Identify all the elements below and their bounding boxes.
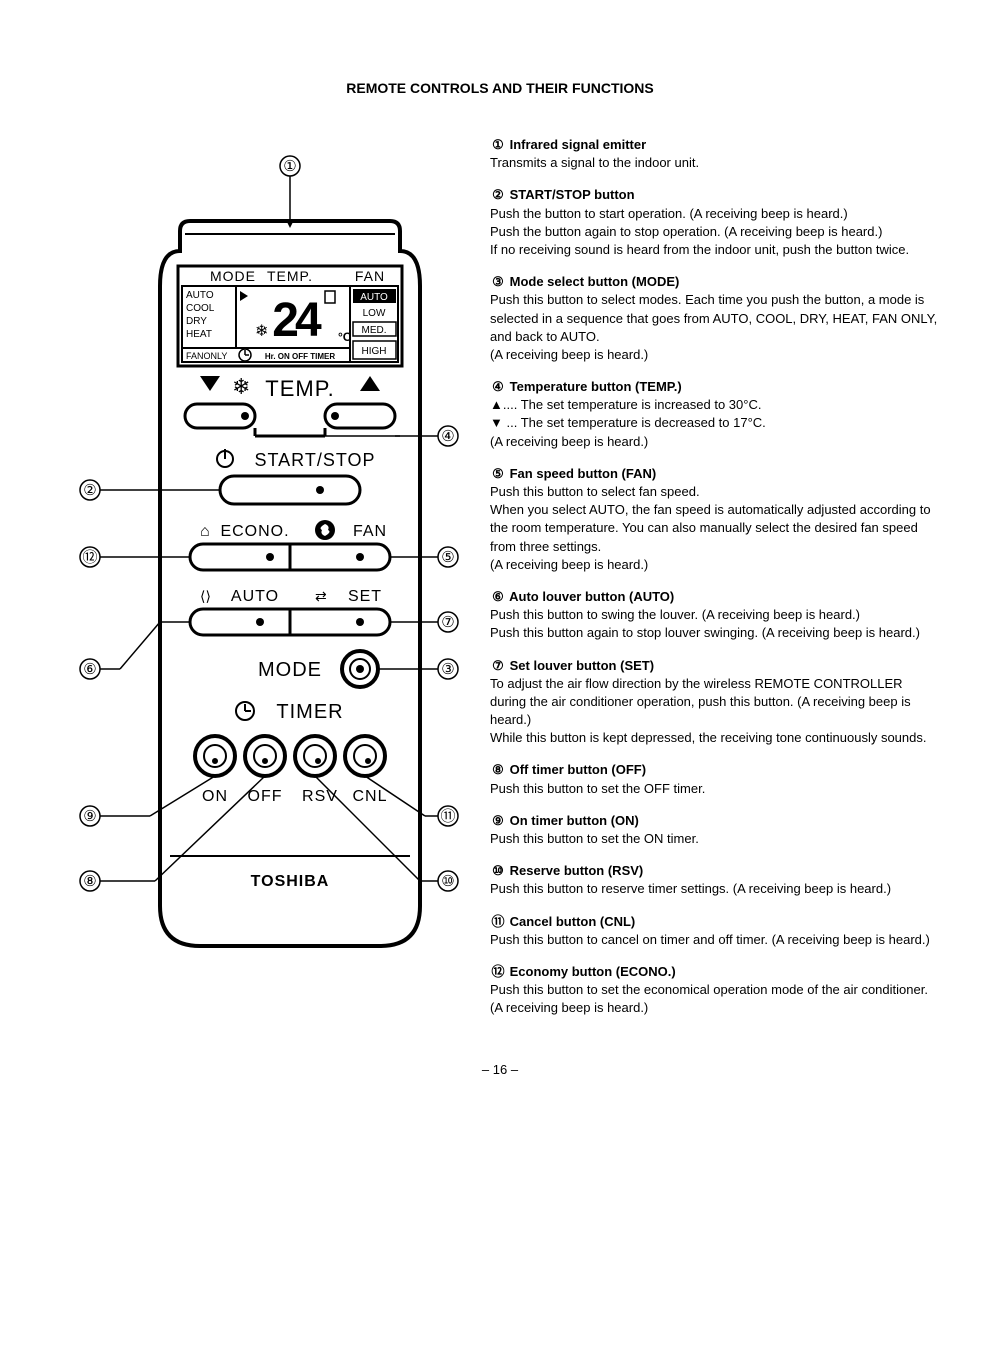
svg-text:⟨⟩: ⟨⟩ bbox=[200, 588, 211, 604]
lcd-temp-header: TEMP. bbox=[267, 268, 313, 284]
auto-label: AUTO bbox=[231, 588, 279, 605]
timer-cnl-button bbox=[345, 736, 385, 776]
timer-on-button bbox=[195, 736, 235, 776]
callout-4: ④ bbox=[441, 428, 454, 445]
temp-label: TEMP. bbox=[265, 376, 334, 401]
lcd-mode-cool: COOL bbox=[186, 303, 215, 314]
item-title: ③ Mode select button (MODE) bbox=[490, 273, 940, 291]
callout-3: ③ bbox=[441, 661, 454, 678]
lcd-mode-heat: HEAT bbox=[186, 329, 212, 340]
item-body: Push this button to select fan speed. Wh… bbox=[490, 483, 940, 574]
off-label: OFF bbox=[248, 788, 283, 805]
item-body: Push this button to set the ON timer. bbox=[490, 830, 940, 848]
lcd-mode-auto: AUTO bbox=[186, 290, 214, 301]
item-title: ⑤ Fan speed button (FAN) bbox=[490, 465, 940, 483]
lcd-mode-fanonly: FANONLY bbox=[186, 351, 227, 361]
callout-9: ⑨ bbox=[83, 808, 96, 825]
lcd-temp-unit: °C bbox=[338, 330, 352, 344]
page-title: REMOTE CONTROLS AND THEIR FUNCTIONS bbox=[60, 80, 940, 96]
description-item: ④ Temperature button (TEMP.)▲.... The se… bbox=[490, 378, 940, 451]
callout-1: ① bbox=[283, 158, 296, 175]
lcd-mode-header: MODE bbox=[210, 268, 256, 284]
econo-label: ECONO. bbox=[220, 523, 289, 540]
description-item: ③ Mode select button (MODE)Push this but… bbox=[490, 273, 940, 364]
description-item: ⑤ Fan speed button (FAN)Push this button… bbox=[490, 465, 940, 574]
description-item: ① Infrared signal emitterTransmits a sig… bbox=[490, 136, 940, 172]
description-item: ⑫ Economy button (ECONO.)Push this butto… bbox=[490, 963, 940, 1018]
callout-8: ⑧ bbox=[83, 873, 96, 890]
item-body: Push this button to set the economical o… bbox=[490, 981, 940, 1017]
item-body: Push the button to start operation. (A r… bbox=[490, 205, 940, 260]
callout-7: ⑦ bbox=[441, 614, 454, 631]
page-number: – 16 – bbox=[60, 1062, 940, 1077]
svg-text:❄: ❄ bbox=[232, 374, 250, 399]
item-body: To adjust the air flow direction by the … bbox=[490, 675, 940, 748]
description-item: ② START/STOP buttonPush the button to st… bbox=[490, 186, 940, 259]
description-item: ⑦ Set louver button (SET)To adjust the a… bbox=[490, 657, 940, 748]
item-title: ⑥ Auto louver button (AUTO) bbox=[490, 588, 940, 606]
item-title: ⑪ Cancel button (CNL) bbox=[490, 913, 940, 931]
callout-12: ⑫ bbox=[82, 549, 97, 566]
callout-10: ⑩ bbox=[441, 873, 454, 890]
description-item: ⑧ Off timer button (OFF)Push this button… bbox=[490, 761, 940, 797]
description-item: ⑨ On timer button (ON)Push this button t… bbox=[490, 812, 940, 848]
item-title: ⑨ On timer button (ON) bbox=[490, 812, 940, 830]
descriptions-column: ① Infrared signal emitterTransmits a sig… bbox=[490, 136, 940, 1032]
svg-text:❄: ❄ bbox=[255, 323, 268, 340]
lcd-fan-med: MED. bbox=[362, 325, 387, 336]
item-body: Push this button to swing the louver. (A… bbox=[490, 606, 940, 642]
callout-11: ⑪ bbox=[440, 808, 455, 825]
callout-6: ⑥ bbox=[83, 661, 96, 678]
startstop-label: START/STOP bbox=[254, 450, 375, 470]
lcd-temp-value: 24 bbox=[272, 294, 322, 347]
lcd-fan-auto: AUTO bbox=[360, 292, 388, 303]
on-label: ON bbox=[202, 788, 228, 805]
item-body: Transmits a signal to the indoor unit. bbox=[490, 154, 940, 172]
timer-label: TIMER bbox=[276, 701, 343, 723]
item-title: ② START/STOP button bbox=[490, 186, 940, 204]
rsv-label: RSV bbox=[302, 788, 338, 805]
item-title: ① Infrared signal emitter bbox=[490, 136, 940, 154]
timer-rsv-button bbox=[295, 736, 335, 776]
cnl-label: CNL bbox=[352, 788, 387, 805]
lcd-timer-text: Hr. ON OFF TIMER bbox=[265, 352, 335, 361]
description-item: ⑪ Cancel button (CNL)Push this button to… bbox=[490, 913, 940, 949]
item-body: Push this button to reserve timer settin… bbox=[490, 880, 940, 898]
item-title: ⑧ Off timer button (OFF) bbox=[490, 761, 940, 779]
description-item: ⑩ Reserve button (RSV)Push this button t… bbox=[490, 862, 940, 898]
description-item: ⑥ Auto louver button (AUTO)Push this but… bbox=[490, 588, 940, 643]
svg-text:⌂: ⌂ bbox=[200, 523, 210, 540]
svg-text:⇄: ⇄ bbox=[315, 588, 327, 604]
item-body: ▲.... The set temperature is increased t… bbox=[490, 396, 940, 451]
item-title: ④ Temperature button (TEMP.) bbox=[490, 378, 940, 396]
lcd-mode-dry: DRY bbox=[186, 316, 207, 327]
item-body: Push this button to cancel on timer and … bbox=[490, 931, 940, 949]
item-title: ⑦ Set louver button (SET) bbox=[490, 657, 940, 675]
timer-off-button bbox=[245, 736, 285, 776]
item-body: Push this button to select modes. Each t… bbox=[490, 291, 940, 364]
brand-label: TOSHIBA bbox=[251, 873, 330, 890]
item-title: ⑩ Reserve button (RSV) bbox=[490, 862, 940, 880]
item-body: Push this button to set the OFF timer. bbox=[490, 780, 940, 798]
fan-label: FAN bbox=[353, 523, 387, 540]
item-title: ⑫ Economy button (ECONO.) bbox=[490, 963, 940, 981]
callout-2: ② bbox=[83, 482, 96, 499]
set-label: SET bbox=[348, 588, 382, 605]
lcd-fan-low: LOW bbox=[363, 308, 386, 319]
lcd-fan-high: HIGH bbox=[362, 346, 387, 357]
remote-diagram: ① MODE TEMP. FAN AUTO bbox=[60, 136, 460, 1032]
callout-5: ⑤ bbox=[441, 549, 454, 566]
lcd-fan-header: FAN bbox=[355, 268, 385, 284]
mode-label: MODE bbox=[258, 659, 322, 681]
